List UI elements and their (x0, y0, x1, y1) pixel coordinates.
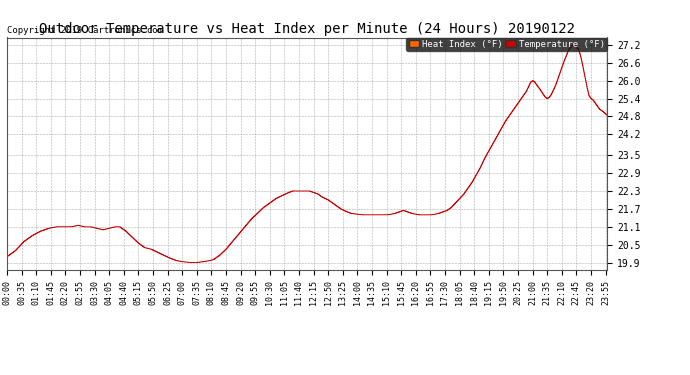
Legend: Heat Index (°F), Temperature (°F): Heat Index (°F), Temperature (°F) (406, 38, 607, 51)
Text: Copyright 2019 Cartronics.com: Copyright 2019 Cartronics.com (7, 26, 163, 35)
Title: Outdoor Temperature vs Heat Index per Minute (24 Hours) 20190122: Outdoor Temperature vs Heat Index per Mi… (39, 22, 575, 36)
